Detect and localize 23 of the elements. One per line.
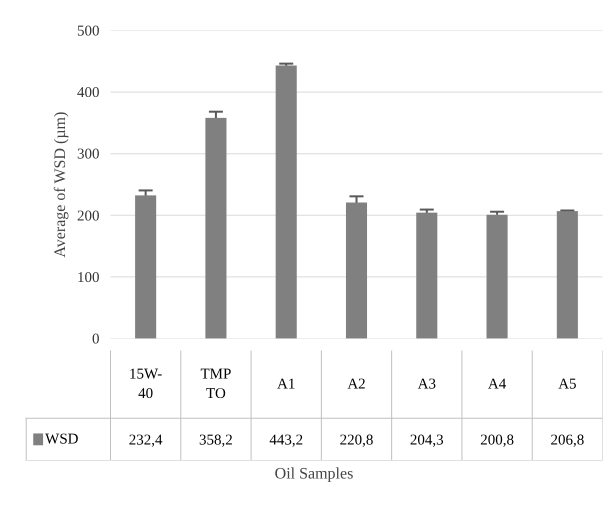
y-axis-title: Average of WSD (µm): [52, 112, 69, 258]
x-tick-label: A3: [418, 376, 436, 392]
x-tick-label: A4: [488, 376, 507, 392]
x-axis-title: Oil Samples: [274, 466, 354, 482]
data-label: 220,8: [340, 432, 374, 448]
x-tick-label: 15W-40: [128, 366, 162, 402]
data-label: 204,3: [410, 432, 444, 448]
data-label: 206,8: [550, 432, 584, 448]
data-label: 358,2: [199, 432, 233, 448]
y-tick-label: 100: [77, 270, 100, 286]
y-tick-label: 400: [77, 85, 100, 102]
y-tick-label: 0: [92, 332, 100, 348]
y-tick-label: 500: [77, 24, 100, 40]
data-label: 232,4: [128, 432, 164, 448]
x-tick-label: A2: [347, 376, 366, 392]
x-tick-label: TMPTO: [200, 366, 232, 402]
y-tick-label: 200: [77, 208, 100, 224]
x-tick-label: A5: [558, 376, 577, 392]
data-label: 443,2: [269, 432, 304, 448]
data-label: 200,8: [480, 432, 514, 448]
x-tick-label: A1: [277, 376, 296, 392]
legend-label: WSD: [45, 431, 79, 448]
y-tick-label: 300: [77, 146, 100, 163]
